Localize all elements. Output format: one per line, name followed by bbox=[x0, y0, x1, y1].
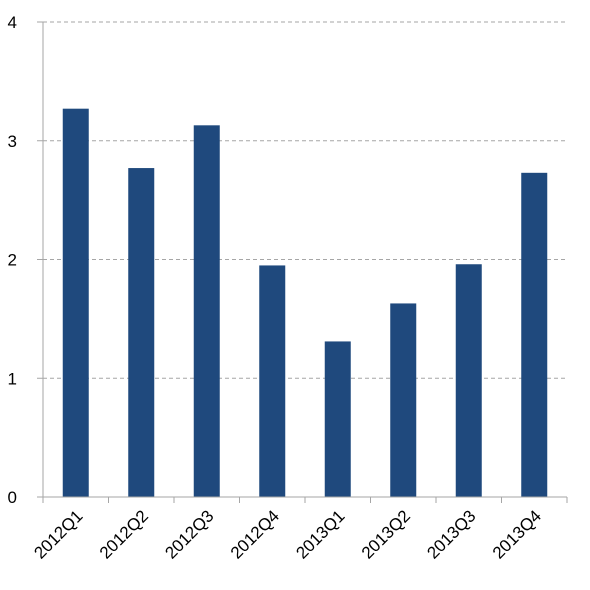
x-category-label: 2012Q2 bbox=[96, 506, 152, 562]
y-tick-label: 3 bbox=[8, 132, 17, 151]
bar bbox=[390, 303, 417, 497]
x-category-label: 2013Q3 bbox=[423, 506, 479, 562]
x-category-label: 2013Q4 bbox=[489, 506, 545, 562]
bar bbox=[324, 341, 351, 497]
x-category-label: 2012Q4 bbox=[227, 506, 283, 562]
y-tick-label: 4 bbox=[8, 13, 17, 32]
axes bbox=[42, 22, 568, 503]
bar-series bbox=[62, 108, 548, 497]
y-tick-label: 2 bbox=[8, 251, 17, 270]
bar bbox=[193, 125, 220, 497]
bar bbox=[259, 265, 286, 497]
y-axis-ticks: 0 1 2 3 4 bbox=[8, 13, 43, 507]
x-axis-labels: 2012Q1 2012Q2 2012Q3 2012Q4 2013Q1 2013Q2 2013… bbox=[30, 506, 545, 562]
bar bbox=[521, 172, 548, 497]
y-tick-label: 1 bbox=[8, 369, 17, 388]
bar bbox=[128, 168, 155, 497]
y-tick-label: 0 bbox=[8, 488, 17, 507]
x-category-label: 2013Q2 bbox=[358, 506, 414, 562]
x-category-label: 2012Q3 bbox=[161, 506, 217, 562]
x-category-label: 2012Q1 bbox=[30, 506, 86, 562]
x-category-label: 2013Q1 bbox=[292, 506, 348, 562]
bar bbox=[62, 108, 89, 497]
bar bbox=[455, 264, 482, 497]
gridlines bbox=[43, 21, 567, 379]
